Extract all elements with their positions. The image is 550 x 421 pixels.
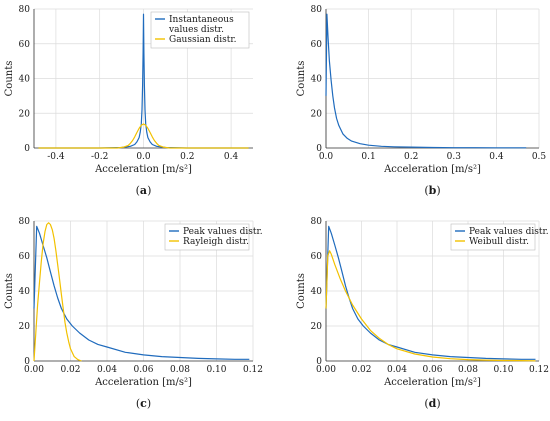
y-axis-label: Counts bbox=[4, 61, 15, 97]
x-tick-label: 0.0 bbox=[136, 152, 151, 162]
x-tick-label: 0.00 bbox=[24, 365, 44, 375]
y-tick-label: 0 bbox=[316, 144, 322, 154]
legend: Peak values distr.Weibull distr. bbox=[450, 223, 549, 251]
x-tick-label: 0.0 bbox=[319, 152, 334, 162]
legend-label: Weibull distr. bbox=[469, 237, 529, 247]
x-tick-label: 0.02 bbox=[60, 365, 80, 375]
chart-panel-d: 0.00 0.02 0.04 0.06 0.08 0.10 0.12 0 20 40 60 80 Acc… bbox=[296, 217, 549, 410]
legend-label: Rayleigh distr. bbox=[183, 237, 249, 247]
panel-caption: (c) bbox=[136, 397, 151, 410]
x-axis-label: Acceleration [m/s²] bbox=[383, 377, 481, 388]
y-tick-label: 80 bbox=[311, 5, 323, 15]
chart-panel-a: -0.4 -0.2 0.0 0.2 0.4 0 20 40 60 80 Acceleration [… bbox=[4, 5, 253, 197]
series-line-2 bbox=[325, 250, 536, 362]
x-tick-label: 0.2 bbox=[180, 152, 194, 162]
y-tick-label: 40 bbox=[311, 287, 323, 297]
y-tick-label: 40 bbox=[19, 287, 31, 297]
y-tick-label: 80 bbox=[19, 5, 31, 15]
x-axis-label: Acceleration [m/s²] bbox=[94, 164, 192, 175]
legend-label: Instantaneous bbox=[169, 15, 234, 25]
x-tick-label: 0.3 bbox=[447, 152, 462, 162]
y-tick-label: 20 bbox=[19, 109, 31, 119]
series-line-1 bbox=[325, 13, 527, 149]
y-axis-label: Counts bbox=[4, 273, 15, 309]
y-tick-label: 40 bbox=[19, 75, 31, 85]
x-tick-label: -0.4 bbox=[47, 152, 65, 162]
x-tick-label: 0.5 bbox=[532, 152, 547, 162]
x-tick-label: 0.08 bbox=[458, 365, 478, 375]
series-line-1 bbox=[325, 225, 536, 360]
x-tick-label: 0.12 bbox=[243, 365, 263, 375]
x-tick-label: 0.08 bbox=[170, 365, 190, 375]
y-tick-label: 80 bbox=[19, 217, 31, 227]
y-tick-label: 0 bbox=[316, 357, 322, 367]
x-tick-label: 0.10 bbox=[206, 365, 226, 375]
y-tick-label: 60 bbox=[311, 252, 323, 262]
panel-caption: (b) bbox=[424, 184, 440, 197]
y-tick-label: 0 bbox=[24, 144, 30, 154]
legend-box bbox=[164, 223, 250, 251]
y-tick-label: 80 bbox=[311, 217, 323, 227]
x-tick-label: 0.04 bbox=[387, 365, 407, 375]
legend-label: Peak values distr. bbox=[183, 227, 263, 237]
x-tick-label: 0.06 bbox=[422, 365, 442, 375]
x-tick-label: 0.04 bbox=[97, 365, 117, 375]
x-tick-label: 0.00 bbox=[316, 365, 336, 375]
x-tick-label: -0.2 bbox=[91, 152, 108, 162]
y-tick-label: 60 bbox=[19, 40, 31, 50]
y-tick-label: 20 bbox=[311, 322, 323, 332]
x-tick-label: 0.06 bbox=[133, 365, 153, 375]
series-line-2 bbox=[33, 222, 82, 362]
legend-label: Peak values distr. bbox=[469, 227, 549, 237]
panel-caption: (a) bbox=[136, 184, 152, 197]
y-axis-label: Counts bbox=[296, 61, 307, 97]
x-tick-label: 0.4 bbox=[489, 152, 504, 162]
legend-box bbox=[150, 11, 250, 49]
y-tick-label: 20 bbox=[311, 109, 323, 119]
x-tick-label: 0.02 bbox=[351, 365, 371, 375]
chart-panel-c: 0.00 0.02 0.04 0.06 0.08 0.10 0.12 0 20 40 60 80 Acc… bbox=[4, 217, 263, 410]
y-tick-label: 20 bbox=[19, 322, 31, 332]
y-tick-label: 0 bbox=[24, 357, 30, 367]
chart-panel-b: 0.0 0.1 0.2 0.3 0.4 0.5 0 20 40 60 80 Acceleration … bbox=[296, 5, 546, 197]
y-tick-label: 40 bbox=[311, 75, 323, 85]
x-tick-label: 0.10 bbox=[493, 365, 513, 375]
legend-box bbox=[450, 223, 536, 251]
x-tick-label: 0.4 bbox=[224, 152, 239, 162]
x-tick-label: 0.1 bbox=[361, 152, 375, 162]
series-line-1 bbox=[33, 225, 250, 360]
x-tick-label: 0.12 bbox=[529, 365, 549, 375]
series-line-2 bbox=[38, 123, 249, 149]
x-axis-label: Acceleration [m/s²] bbox=[94, 377, 192, 388]
y-tick-label: 60 bbox=[311, 40, 323, 50]
series-line-1 bbox=[38, 13, 249, 149]
legend-label: Gaussian distr. bbox=[169, 35, 237, 45]
y-axis-label: Counts bbox=[296, 273, 307, 309]
y-tick-label: 60 bbox=[19, 252, 31, 262]
x-axis-label: Acceleration [m/s²] bbox=[383, 164, 481, 175]
legend-label: values distr. bbox=[168, 25, 224, 35]
x-tick-label: 0.2 bbox=[404, 152, 418, 162]
legend: Peak values distr.Rayleigh distr. bbox=[164, 223, 263, 251]
panel-caption: (d) bbox=[424, 397, 440, 410]
